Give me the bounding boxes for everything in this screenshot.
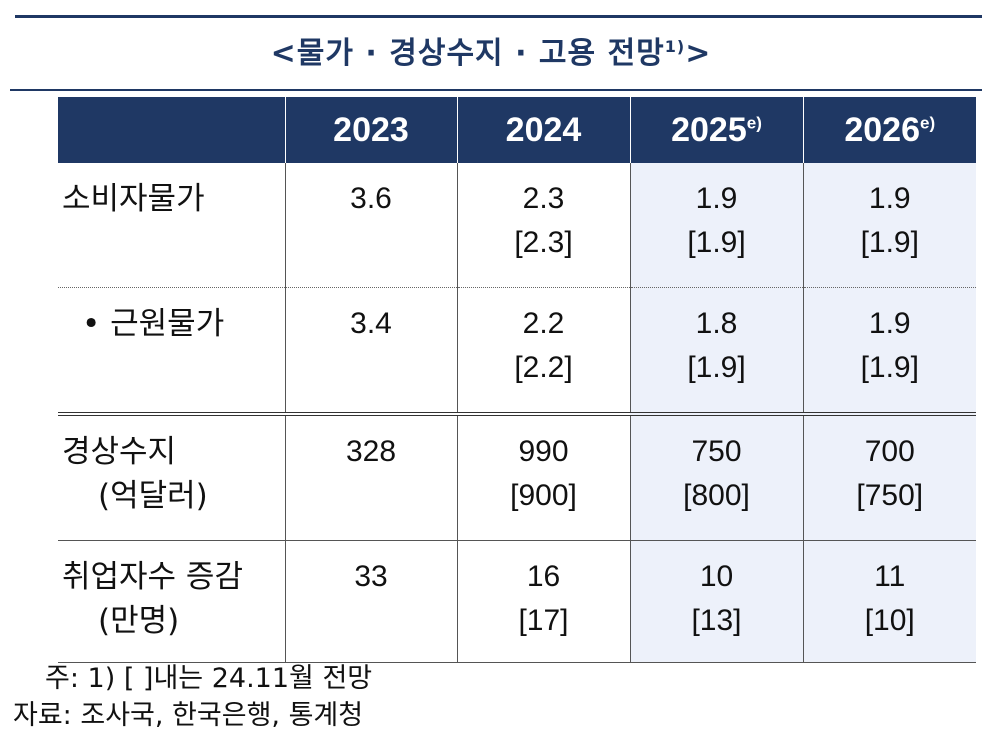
table-cell: 16 [17]: [456, 540, 630, 663]
table-row: 취업자수 증감 (만명) 33 16 [17] 10 [13] 11 [10]: [58, 540, 976, 663]
table-cell: 990 [900]: [456, 414, 630, 541]
table-cell: 1.9 [1.9]: [802, 163, 976, 288]
table-cell: 33: [284, 540, 457, 663]
table-cell: 1.9 [1.9]: [802, 287, 976, 416]
table-row: 경상수지 (억달러) 328 990 [900] 750 [800] 700 [750]: [58, 414, 976, 541]
forecast-table: 2023 2024 2025e) 2026e) 소비자물가 3.6 2.3 [2.…: [58, 97, 976, 663]
table-cell: 700 [750]: [802, 414, 976, 541]
table-cell: 1.9 [1.9]: [629, 163, 803, 288]
footnote: 주: 1) [ ]내는 24.11월 전망: [45, 663, 373, 694]
table-cell: 1.8 [1.9]: [629, 287, 803, 416]
title-rule: [10, 89, 982, 91]
table-cell: 750 [800]: [629, 414, 803, 541]
table-cell: 2.2 [2.2]: [456, 287, 630, 416]
table-cell: 3.4: [284, 287, 457, 416]
source-note: 자료: 조사국, 한국은행, 통계청: [13, 700, 364, 731]
table-cell: 2.3 [2.3]: [456, 163, 630, 288]
table-cell: 11 [10]: [802, 540, 976, 663]
top-rule: [15, 15, 982, 18]
header-year-2024: 2024: [456, 97, 630, 163]
table-cell: 10 [13]: [629, 540, 803, 663]
table-cell: 3.6: [284, 163, 457, 288]
page-title: <물가 · 경상수지 · 고용 전망1)>: [270, 36, 712, 71]
row-label: 경상수지 (억달러): [58, 414, 285, 541]
table-row: • 근원물가 3.4 2.2 [2.2] 1.8 [1.9] 1.9 [1.9]: [58, 287, 976, 416]
header-year-2025: 2025e): [629, 97, 803, 163]
table-row: 소비자물가 3.6 2.3 [2.3] 1.9 [1.9] 1.9 [1.9]: [58, 163, 976, 288]
row-label: 소비자물가: [58, 163, 285, 288]
header-year-2026: 2026e): [802, 97, 976, 163]
table-cell: 328: [284, 414, 457, 541]
header-row: 2023 2024 2025e) 2026e): [58, 97, 976, 163]
row-label: 취업자수 증감 (만명): [58, 540, 285, 663]
row-label: • 근원물가: [58, 287, 285, 416]
header-year-2023: 2023: [284, 97, 457, 163]
header-corner: [58, 97, 285, 163]
